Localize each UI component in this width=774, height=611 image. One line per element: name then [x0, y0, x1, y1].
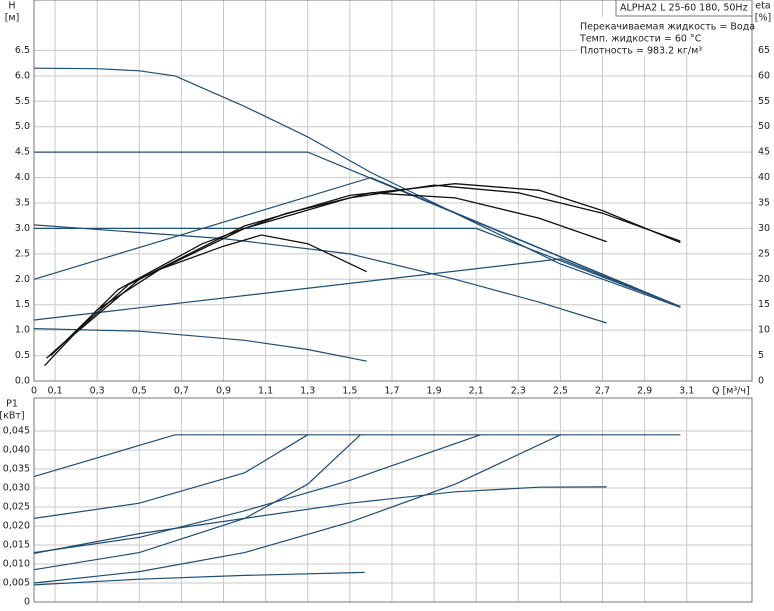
curve [33, 434, 561, 584]
y-tick-label: 0,015 [3, 540, 30, 551]
x-tick-label: 1,1 [258, 386, 273, 397]
y2-tick-label: 0 [758, 376, 764, 387]
y-tick-label: 5.0 [15, 121, 30, 132]
x-tick-label: 1,5 [342, 386, 357, 397]
plot-frame [33, 0, 753, 382]
efficiency-curve [46, 183, 681, 359]
y2-tick-label: 55 [758, 96, 770, 107]
y-tick-label: 6.0 [15, 70, 30, 81]
curve [33, 434, 481, 554]
x-tick-label: 0,3 [90, 386, 105, 397]
y-tick-label: 0,010 [3, 559, 30, 570]
y-tick-label: 0.0 [15, 376, 30, 387]
curve [33, 67, 681, 308]
curve [33, 434, 361, 571]
y2-tick-label: 65 [758, 45, 770, 56]
y-tick-label: 4.5 [15, 147, 30, 158]
y-tick-label: 0,045 [3, 426, 30, 437]
title-box [615, 0, 753, 17]
y2-tick-label: 40 [758, 172, 770, 183]
y2-axis-label: [%] [755, 13, 771, 24]
y-tick-label: 0 [24, 597, 30, 608]
y-tick-label: 0,035 [3, 464, 30, 475]
y2-tick-label: 5 [758, 350, 764, 361]
y-tick-label: 0,005 [3, 578, 30, 589]
y-tick-label: 5.5 [15, 96, 30, 107]
x-tick-label: 2,3 [511, 386, 526, 397]
y-tick-label: 3.0 [15, 223, 30, 234]
plot-frame [33, 397, 753, 603]
y2-tick-label: 20 [758, 274, 770, 285]
y-axis-label: H [8, 1, 15, 12]
x-tick-label: 2,1 [469, 386, 484, 397]
info-text: Перекачиваемая жидкость = Вода [580, 22, 755, 33]
curve [33, 258, 681, 321]
y2-tick-label: 30 [758, 223, 770, 234]
y2-tick-label: 50 [758, 121, 770, 132]
y2-tick-label: 15 [758, 299, 770, 310]
y2-axis-label: eta [755, 1, 770, 12]
y-tick-label: 4.0 [15, 172, 30, 183]
y-tick-label: 2.0 [15, 274, 30, 285]
y2-tick-label: 10 [758, 325, 770, 336]
y-tick-label: 0,040 [3, 445, 30, 456]
curve [34, 227, 681, 308]
x-tick-label: 3,1 [679, 386, 694, 397]
curve [33, 434, 681, 478]
x-tick-label: 0 [31, 386, 37, 397]
curve [33, 434, 309, 519]
y2-tick-label: 45 [758, 147, 770, 158]
y-tick-label: 0,030 [3, 483, 30, 494]
y-tick-label: 2.5 [15, 248, 30, 259]
y2-tick-label: 35 [758, 198, 770, 209]
y2-tick-label: 25 [758, 248, 770, 259]
y-tick-label: 6.5 [15, 45, 30, 56]
info-text: Плотность = 983.2 кг/м³ [580, 46, 702, 57]
pump-title: ALPHA2 L 25-60 180, 50Hz [620, 3, 748, 14]
y-tick-label: 0,020 [3, 521, 30, 532]
curve [33, 328, 367, 362]
curve [33, 176, 681, 308]
y-axis-label: P1 [6, 399, 18, 410]
y2-tick-label: 60 [758, 70, 770, 81]
curve [33, 224, 607, 324]
y-tick-label: 3.5 [15, 198, 30, 209]
x-tick-label: 0,7 [174, 386, 189, 397]
y-axis-label: [м] [5, 13, 20, 24]
curve [33, 571, 365, 586]
efficiency-curve [50, 192, 607, 357]
info-box [577, 17, 751, 55]
x-tick-label: 2,5 [553, 386, 568, 397]
y-axis-label: [кВт] [0, 411, 25, 422]
x-tick-label: 0,9 [216, 386, 231, 397]
x-tick-label: 0,1 [48, 386, 63, 397]
y-tick-label: 0,025 [3, 502, 30, 513]
y-tick-label: 1.0 [15, 325, 30, 336]
x-tick-label: 1,7 [384, 386, 399, 397]
x-tick-label: 2,7 [595, 386, 610, 397]
info-text: Темп. жидкости = 60 °C [579, 34, 702, 45]
y-tick-label: 0.5 [15, 350, 30, 361]
x-tick-label: 1,3 [300, 386, 315, 397]
y-tick-label: 1.5 [15, 299, 30, 310]
x-tick-label: 2,9 [637, 386, 652, 397]
x-axis-label: Q [м³/ч] [712, 386, 750, 397]
x-tick-label: 1,9 [427, 386, 442, 397]
curve [33, 486, 607, 554]
x-tick-label: 0,5 [132, 386, 147, 397]
